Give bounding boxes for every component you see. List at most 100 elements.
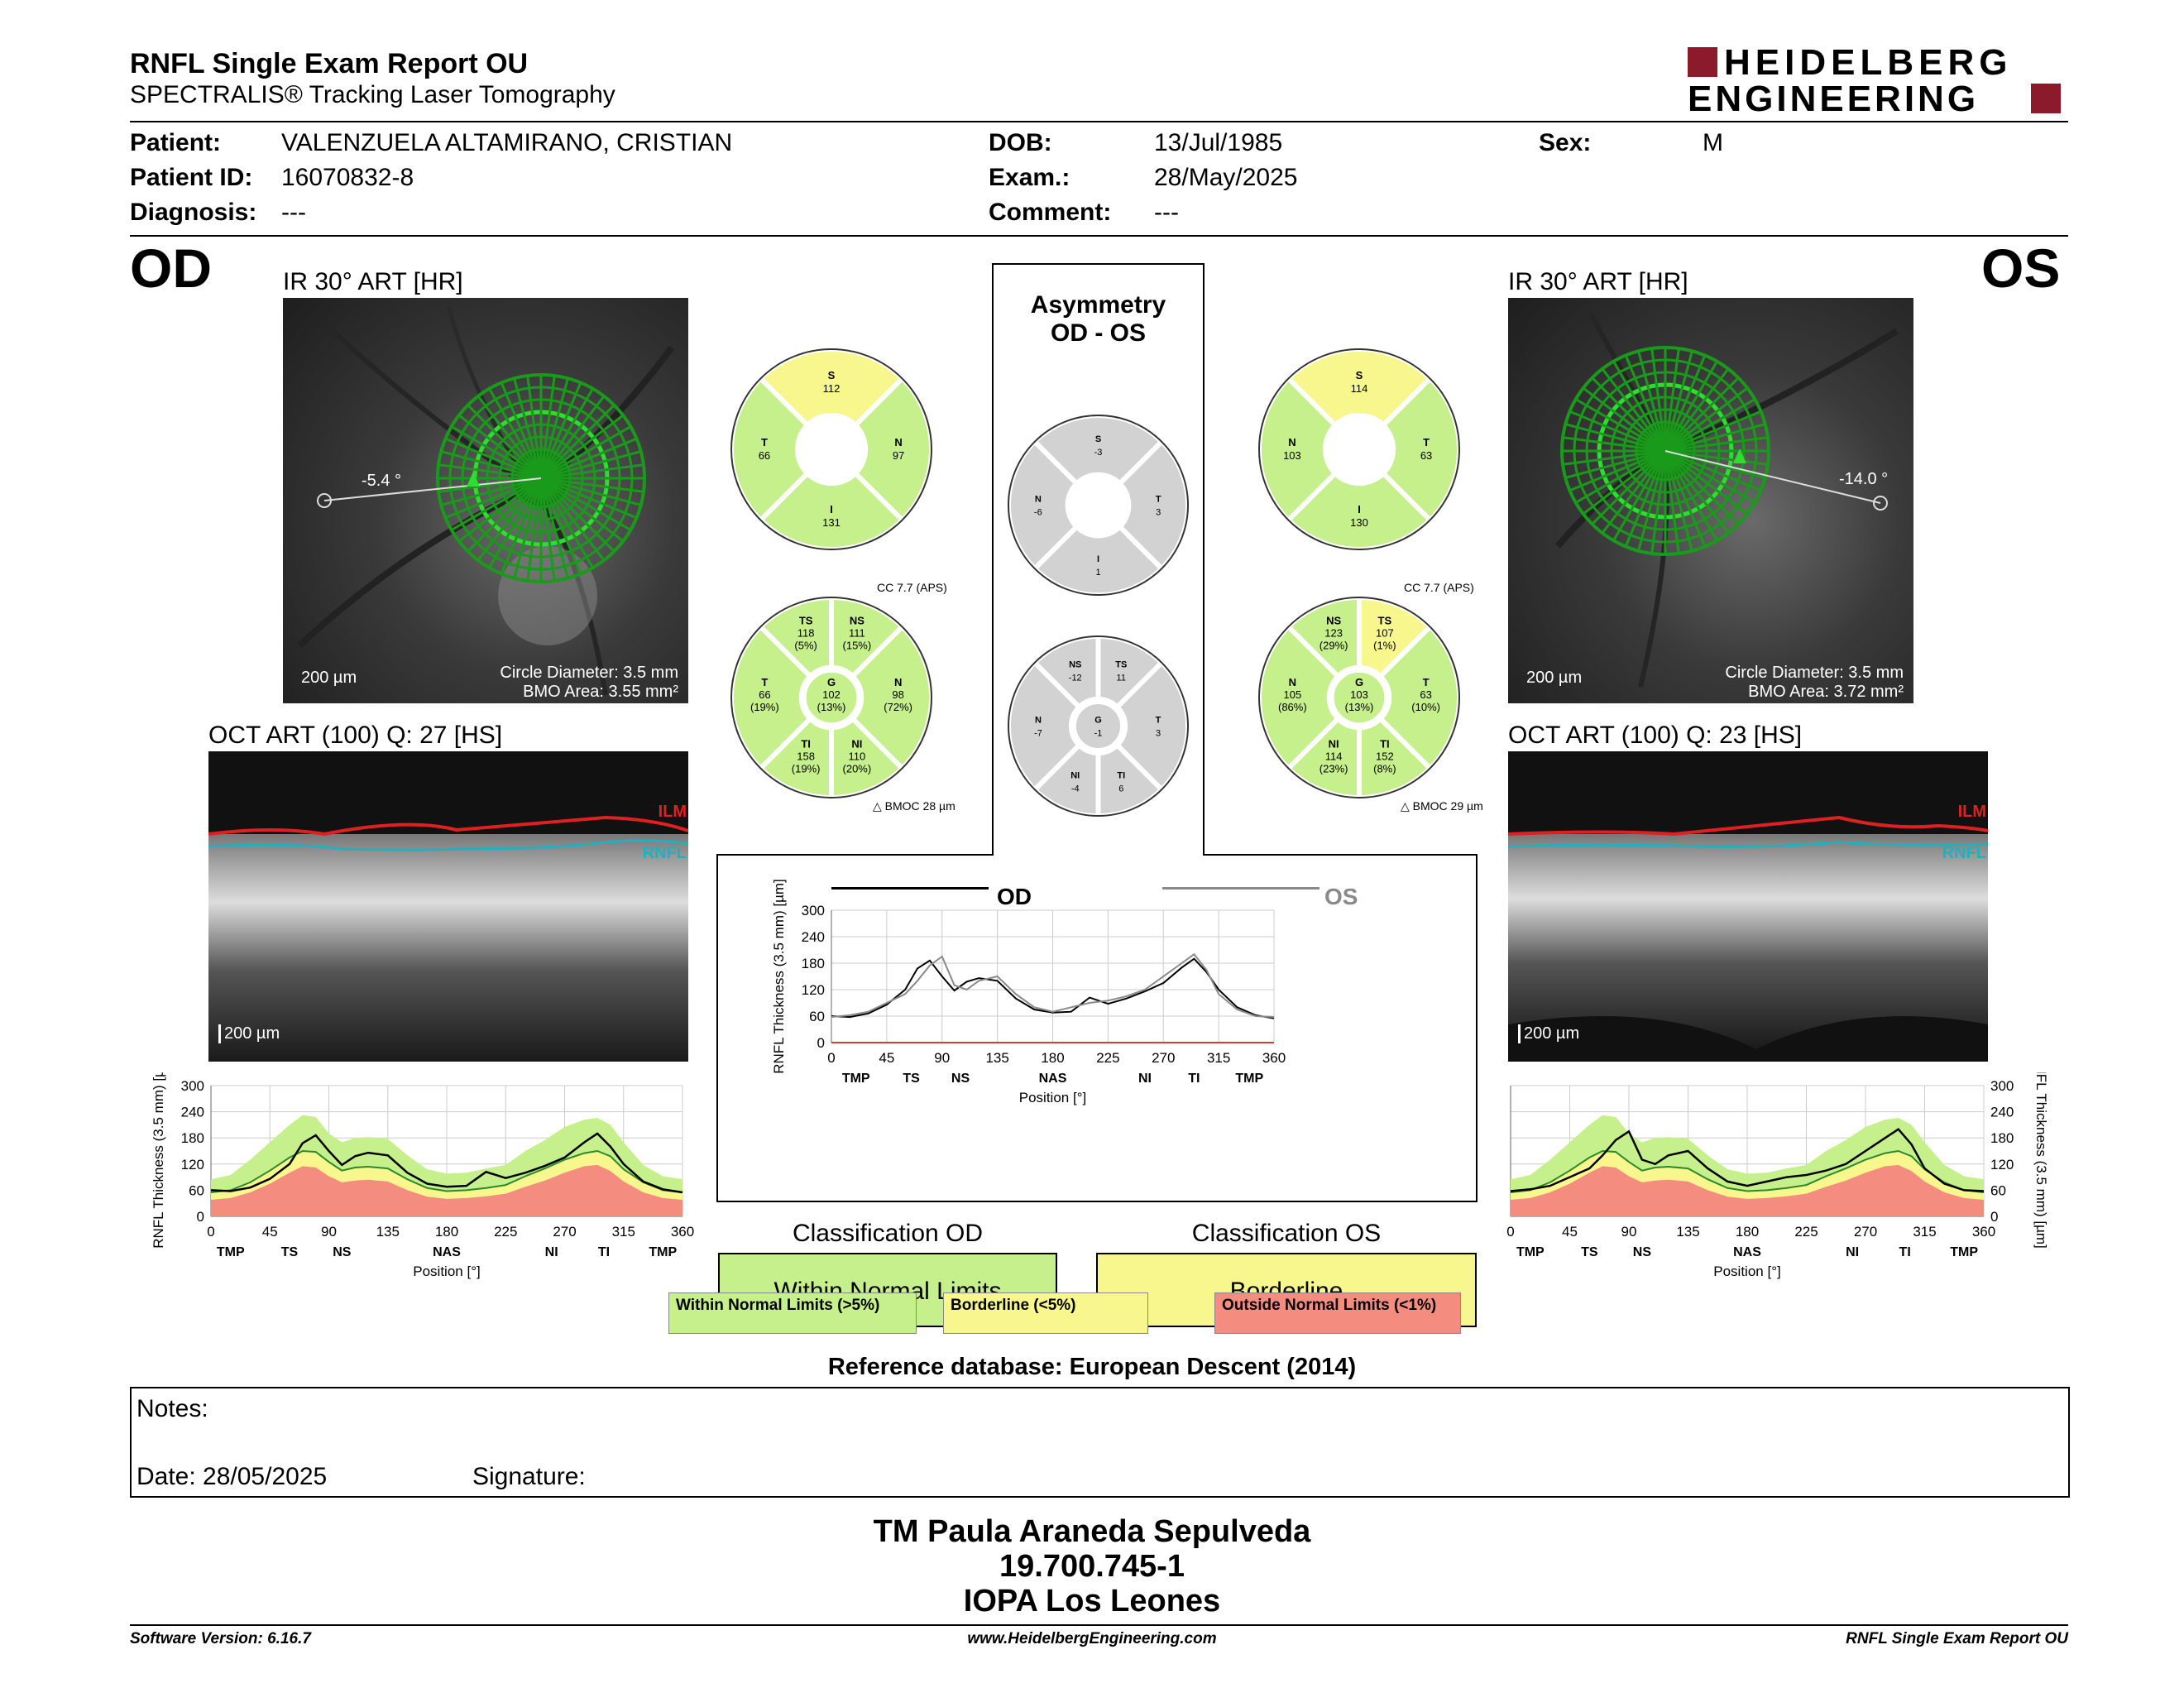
bmo-spoke	[1664, 450, 1707, 548]
x-tick-label: 315	[612, 1224, 635, 1240]
sector-name: NS	[850, 614, 864, 626]
y-tick-label: 120	[181, 1157, 204, 1172]
x-tick-label: 180	[1041, 1050, 1064, 1066]
x-tick-label: 360	[671, 1224, 694, 1240]
sector-value: -4	[1071, 784, 1080, 794]
bmo-spoke	[540, 477, 625, 543]
sector-percentile: (10%)	[1411, 701, 1440, 713]
y-tick-label: 180	[802, 956, 825, 971]
bmo-spoke	[1601, 367, 1667, 452]
signatory-rut: 19.700.745-1	[999, 1549, 1185, 1584]
sector-axis-label: TI	[598, 1245, 610, 1259]
sex-label: Sex:	[1539, 129, 1592, 156]
od-fundus-image[interactable]: -5.4 ° 200 µm Circle Diameter: 3.5 mm BM…	[283, 298, 688, 703]
x-tick-label: 225	[1096, 1050, 1119, 1066]
sector-axis-label: NAS	[1039, 1072, 1067, 1086]
sector-axis-label: TMP	[217, 1245, 245, 1259]
x-tick-label: 45	[879, 1050, 894, 1066]
bmo-spoke	[1664, 449, 1740, 525]
bmo-spoke	[1624, 354, 1667, 452]
asymmetry-title-line2: OD - OS	[1050, 319, 1146, 347]
sector-outline	[1008, 415, 1189, 596]
bmo-spoke	[539, 387, 594, 479]
sector-name: N	[1035, 495, 1042, 505]
sector-value: 158	[797, 750, 815, 763]
website-link[interactable]: www.HeidelbergEngineering.com	[967, 1630, 1217, 1647]
bmo-spoke	[450, 425, 542, 480]
x-tick-label: 315	[1207, 1050, 1230, 1066]
x-axis-title: Position [°]	[1713, 1264, 1780, 1279]
bmo-spoke	[1664, 350, 1693, 452]
signatory-name: TM Paula Araneda Sepulveda	[873, 1514, 1311, 1549]
sector-value: 130	[1350, 516, 1368, 529]
sector-percentile: (13%)	[1345, 701, 1374, 713]
bmo-spoke	[1569, 449, 1666, 492]
x-tick-label: 0	[1506, 1224, 1514, 1240]
bmo-spoke	[477, 477, 543, 562]
od-eye-label: OD	[130, 237, 212, 299]
sector-percentile: (19%)	[750, 701, 779, 713]
od-oct-scale: 200 µm	[218, 1024, 280, 1043]
exam-label: Exam.:	[989, 164, 1070, 191]
sector-name: N	[1289, 676, 1296, 688]
sector-value: 66	[759, 688, 770, 701]
sector-percentile: (1%)	[1373, 639, 1396, 651]
y-axis-title: RNFL Thickness (3.5 mm) [µm]	[771, 879, 787, 1074]
bmo-spoke	[1591, 376, 1667, 453]
bmo-spoke	[1664, 386, 1749, 453]
logo-line1: HEIDELBERG	[1724, 42, 2013, 83]
sector-percentile: (86%)	[1278, 701, 1307, 713]
bmo-spoke	[1664, 449, 1756, 504]
os-oct-title: OCT ART (100) Q: 23 [HS]	[1508, 722, 1803, 749]
sector-g	[802, 669, 860, 727]
legend-outside: Outside Normal Limits (<1%)	[1214, 1292, 1461, 1334]
bmo-spoke	[477, 395, 543, 479]
bmo-spoke	[513, 377, 543, 479]
os-fundus-overlay	[1554, 313, 1899, 688]
sector-name: N	[894, 676, 902, 688]
measured-thickness-line	[210, 1132, 683, 1194]
os-oct-image[interactable]: ILM RNFL 200 µm	[1508, 751, 1988, 1062]
y-tick-label: 0	[817, 1035, 825, 1051]
sector-percentile: (8%)	[1373, 763, 1396, 775]
bmo-spoke	[1601, 450, 1667, 535]
od-ilm-label: ILM	[658, 803, 687, 821]
sector-value: 1	[1095, 568, 1100, 578]
bmo-spoke	[438, 463, 542, 480]
bmo-spoke	[488, 477, 543, 569]
bmo-spoke	[539, 395, 606, 479]
sector-axis-label: NS	[333, 1245, 352, 1259]
sector-axis-label: TS	[281, 1245, 299, 1259]
os-oct-scale: 200 µm	[1518, 1024, 1579, 1043]
sector-percentile: (23%)	[1320, 763, 1348, 775]
od-oct-image[interactable]: ILM RNFL 200 µm	[208, 751, 688, 1062]
y-tick-label: 300	[802, 903, 825, 918]
sector-axis-label: TMP	[1516, 1245, 1545, 1259]
x-tick-label: 135	[985, 1050, 1008, 1066]
bmo-spoke	[540, 450, 642, 480]
bmo-spoke	[539, 477, 606, 562]
sector-value: 97	[893, 449, 904, 462]
sector-value: 118	[797, 626, 815, 639]
od-bmoc: BMOC 28 µm	[884, 799, 956, 813]
bmo-spoke	[1564, 449, 1666, 479]
sector-name: N	[1288, 436, 1296, 448]
od-scale: 200 µm	[301, 669, 357, 687]
od-bmoc-label: △ BMOC 28 µm	[873, 799, 956, 813]
comment-value: ---	[1154, 199, 1179, 226]
notes-box[interactable]: Notes: Date: 28/05/2025 Signature:	[130, 1387, 2070, 1498]
os-fundus-image[interactable]: -14.0 ° 200 µm Circle Diameter: 3.5 mm B…	[1508, 298, 1913, 703]
sector-outline	[730, 348, 932, 550]
sector-value: 123	[1324, 626, 1343, 639]
footer-report-name: RNFL Single Exam Report OU	[1846, 1630, 2068, 1647]
y-tick-label: 60	[809, 1009, 825, 1024]
bmo-spoke	[539, 381, 582, 479]
sector-outline	[1008, 635, 1189, 817]
series-line-os	[831, 952, 1275, 1019]
signatory-place: IOPA Los Leones	[963, 1584, 1221, 1618]
sector-value: 112	[823, 382, 841, 395]
dob-value: 13/Jul/1985	[1154, 129, 1283, 156]
bmo-spoke	[500, 477, 543, 575]
od-cc-label: CC 7.7 (APS)	[877, 581, 947, 594]
